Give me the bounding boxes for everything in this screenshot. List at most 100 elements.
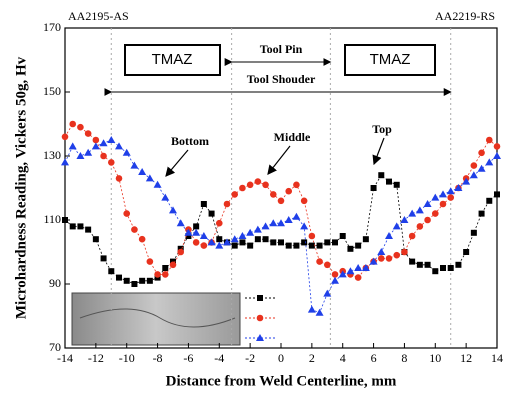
data-point [146, 258, 154, 265]
data-point [262, 236, 269, 243]
tmaz-box [344, 44, 436, 76]
data-point [162, 265, 169, 271]
tmaz-box [124, 44, 221, 76]
data-point [416, 223, 424, 230]
x-tick-label: 6 [371, 351, 377, 365]
legend-marker [256, 314, 264, 322]
data-point [424, 261, 431, 268]
data-point [316, 242, 323, 249]
legend-marker [256, 334, 264, 341]
data-point [85, 226, 92, 233]
data-point [432, 268, 439, 275]
data-point [138, 235, 146, 243]
data-point [478, 149, 485, 157]
data-point [454, 184, 463, 191]
data-point [154, 271, 161, 278]
data-point [146, 277, 153, 284]
data-point [369, 257, 378, 265]
data-point [361, 264, 370, 271]
annotation: Tool Shouder [247, 72, 316, 86]
data-point [91, 142, 100, 150]
data-point [153, 180, 162, 188]
data-point [253, 225, 262, 233]
data-point [161, 193, 170, 201]
data-point [355, 242, 362, 249]
data-point [307, 305, 316, 313]
data-point [370, 185, 377, 191]
data-point [246, 181, 254, 189]
data-point [431, 193, 440, 201]
data-point [300, 197, 308, 205]
data-point [270, 239, 277, 246]
data-point [61, 133, 69, 141]
data-point [115, 175, 123, 182]
data-point [100, 152, 107, 160]
annotation: Tool Pin [260, 42, 303, 56]
data-point [400, 216, 409, 223]
data-point [485, 136, 493, 144]
data-point [416, 261, 423, 268]
left-label: AA2195-AS [68, 9, 129, 23]
data-point [409, 258, 416, 265]
data-point [278, 239, 284, 246]
y-tick-label: 110 [43, 212, 61, 226]
x-tick-label: -10 [119, 351, 135, 365]
data-point [285, 242, 292, 249]
annotation: Bottom [171, 134, 209, 148]
data-point [239, 184, 246, 192]
legend-marker [257, 295, 263, 301]
data-point [123, 210, 131, 217]
data-point [176, 219, 185, 227]
data-point [130, 161, 139, 169]
annotation: TMAZ [370, 51, 411, 68]
x-tick-label: -14 [57, 351, 73, 365]
data-point [415, 206, 424, 214]
arrow [372, 137, 385, 166]
data-point [447, 265, 454, 271]
data-point [354, 264, 363, 271]
data-point [62, 217, 68, 223]
data-point [377, 255, 385, 262]
data-point [254, 236, 261, 243]
series-line [64, 174, 498, 285]
data-point [99, 139, 108, 147]
data-point [292, 212, 301, 220]
data-point [216, 236, 223, 243]
data-point [440, 265, 446, 271]
data-point [446, 187, 455, 195]
x-tick-label: -4 [214, 351, 224, 365]
data-point [377, 248, 386, 255]
data-point [346, 267, 355, 275]
data-point [293, 242, 300, 249]
y-tick-label: 90 [49, 276, 61, 290]
data-point [331, 276, 339, 284]
x-tick-label: -6 [183, 351, 193, 365]
data-point [478, 210, 485, 217]
data-point [439, 200, 447, 208]
data-point [339, 233, 346, 239]
data-point [315, 308, 324, 316]
data-point [215, 219, 223, 227]
y-tick-label: 130 [43, 148, 61, 162]
data-point [138, 168, 147, 175]
data-point [161, 271, 169, 278]
x-tick-label: -8 [153, 351, 163, 365]
arrow [267, 145, 291, 175]
x-tick-label: 4 [340, 351, 346, 365]
data-point [470, 229, 477, 236]
data-point [200, 242, 208, 249]
data-point [485, 158, 494, 166]
data-point [332, 239, 338, 246]
data-point [192, 228, 201, 236]
data-point [424, 216, 431, 224]
data-point [323, 289, 332, 297]
data-point [486, 197, 493, 204]
arrow [165, 149, 189, 177]
data-point [246, 228, 255, 236]
data-point [76, 152, 85, 159]
data-point [184, 228, 193, 236]
data-point [392, 222, 401, 230]
data-point [169, 206, 177, 214]
data-point [193, 223, 200, 230]
data-point [469, 171, 478, 179]
